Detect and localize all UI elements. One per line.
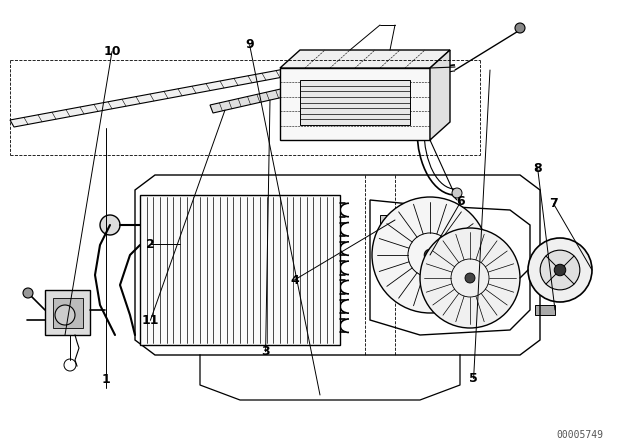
Text: 6: 6 (456, 195, 465, 208)
Polygon shape (380, 215, 410, 233)
Circle shape (23, 288, 33, 298)
Circle shape (100, 215, 120, 235)
Polygon shape (45, 290, 90, 335)
Polygon shape (140, 195, 340, 345)
Circle shape (420, 228, 520, 328)
Text: 8: 8 (533, 161, 542, 175)
Circle shape (528, 238, 592, 302)
Circle shape (372, 197, 488, 313)
Circle shape (55, 305, 75, 325)
Circle shape (424, 249, 436, 261)
Polygon shape (10, 68, 294, 127)
Text: 00005749: 00005749 (557, 430, 604, 440)
Text: 9: 9 (245, 38, 254, 52)
Circle shape (465, 273, 475, 283)
Text: 7: 7 (549, 197, 558, 211)
Polygon shape (280, 68, 430, 140)
Text: 3: 3 (261, 345, 270, 358)
Text: 10: 10 (103, 45, 121, 58)
Text: 2: 2 (146, 237, 155, 251)
Circle shape (452, 188, 462, 198)
Polygon shape (430, 50, 450, 140)
Polygon shape (210, 88, 288, 113)
Polygon shape (53, 298, 83, 328)
Polygon shape (280, 50, 450, 68)
Circle shape (540, 250, 580, 290)
Bar (535, 305, 555, 315)
Text: 5: 5 (469, 372, 478, 385)
Text: 1: 1 (101, 373, 110, 386)
Text: 11: 11 (141, 314, 159, 327)
Circle shape (515, 23, 525, 33)
Bar (300, 80, 410, 125)
Circle shape (554, 264, 566, 276)
Text: 4: 4 (290, 273, 299, 287)
